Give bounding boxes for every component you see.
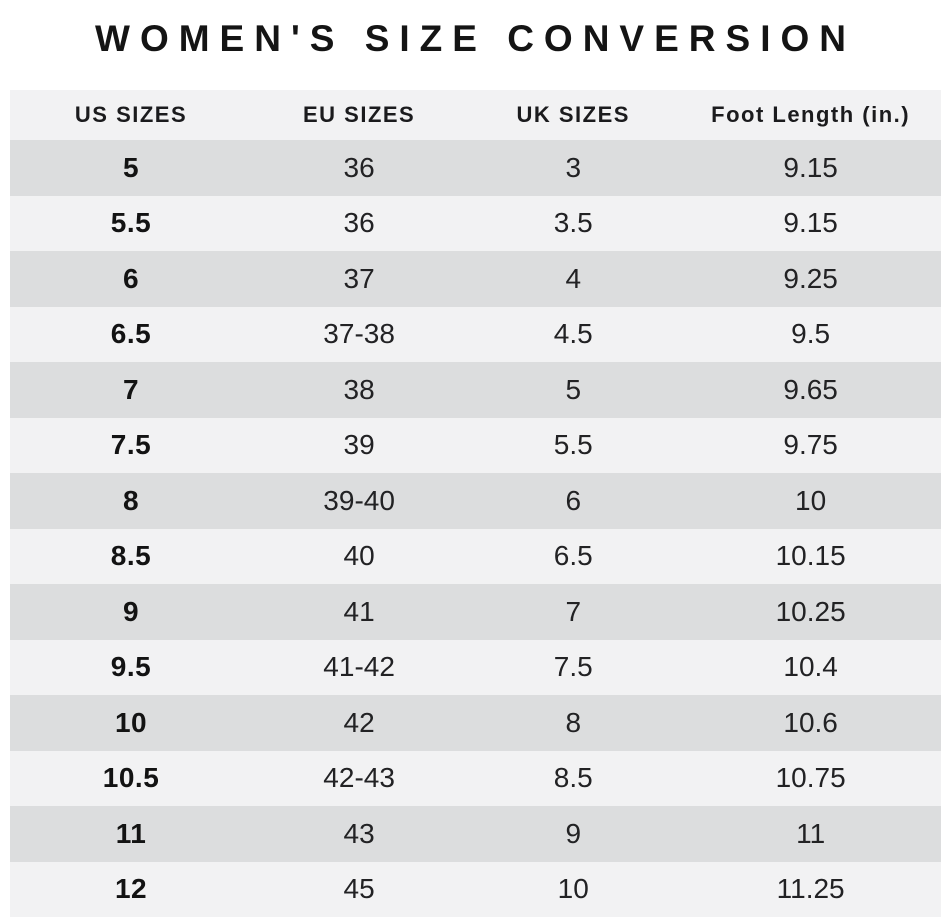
cell-eu-size: 42-43 [323,762,395,794]
cell-uk-size: 10 [557,873,589,905]
cell-us-size: 6.5 [110,318,152,350]
cell-us-size: 9 [122,595,140,627]
cell-foot-length: 10.75 [775,762,846,794]
cell-us-size: 8.5 [110,540,152,572]
cell-uk-size: 3 [565,151,582,183]
cell-eu-size: 39 [343,429,375,461]
cell-foot-length: 10.15 [775,540,846,572]
cell-eu-size: 37 [343,262,375,294]
column-header-eu-sizes: EU SIZES [302,102,416,127]
cell-us-size: 7.5 [110,429,152,461]
cell-uk-size: 3.5 [553,207,593,239]
cell-uk-size: 4.5 [553,318,593,350]
cell-eu-size: 36 [343,151,375,183]
cell-eu-size: 36 [343,207,375,239]
cell-foot-length: 10.25 [775,595,846,627]
table-header-row: US SIZES EU SIZES UK SIZES Foot Length (… [10,90,941,140]
cell-foot-length: 9.5 [791,318,831,350]
cell-foot-length: 9.25 [783,262,838,294]
cell-eu-size: 45 [343,873,375,905]
cell-uk-size: 7.5 [553,651,593,683]
table-row: 5.5 36 3.5 9.15 [10,195,941,251]
table-body: 5 36 3 9.15 5.5 36 3.5 9.15 6 37 4 9.25 6.5 37-38 4.5 9… [10,140,941,917]
table-row: 10 42 8 10.6 [10,695,941,751]
cell-us-size: 5.5 [110,207,152,239]
table-row: 10.5 42-43 8.5 10.75 [10,750,941,806]
cell-uk-size: 5.5 [553,429,593,461]
table-row: 8.5 40 6.5 10.15 [10,528,941,584]
cell-uk-size: 8.5 [553,762,593,794]
cell-eu-size: 43 [343,817,375,849]
cell-foot-length: 10.6 [783,706,838,738]
column-header-us-sizes: US SIZES [74,102,188,127]
cell-foot-length: 11.25 [776,873,845,905]
cell-us-size: 5 [122,151,140,183]
cell-uk-size: 4 [565,262,582,294]
table-row: 5 36 3 9.15 [10,140,941,196]
cell-eu-size: 37-38 [323,318,395,350]
cell-eu-size: 42 [343,706,375,738]
cell-foot-length: 11 [796,817,826,849]
size-conversion-table: US SIZES EU SIZES UK SIZES Foot Length (… [10,90,941,917]
cell-us-size: 7 [122,373,140,405]
cell-uk-size: 6.5 [553,540,593,572]
cell-uk-size: 6 [565,484,582,516]
table-row: 7 38 5 9.65 [10,362,941,418]
cell-eu-size: 41 [343,595,375,627]
table-row: 9 41 7 10.25 [10,584,941,640]
cell-us-size: 12 [114,873,148,905]
cell-foot-length: 9.15 [783,207,838,239]
cell-us-size: 10 [114,706,148,738]
cell-uk-size: 8 [565,706,582,738]
cell-us-size: 8 [122,484,140,516]
cell-eu-size: 39-40 [323,484,395,516]
cell-us-size: 11 [115,817,147,849]
cell-us-size: 9.5 [110,651,152,683]
table-row: 6.5 37-38 4.5 9.5 [10,306,941,362]
page-title: WOMEN'S SIZE CONVERSION [95,18,856,59]
column-header-uk-sizes: UK SIZES [516,102,630,127]
cell-eu-size: 40 [343,540,375,572]
cell-eu-size: 38 [343,373,375,405]
column-header-foot-length: Foot Length (in.) [711,102,911,127]
table-row: 12 45 10 11.25 [10,861,941,917]
cell-foot-length: 9.15 [783,151,838,183]
table-row: 9.5 41-42 7.5 10.4 [10,639,941,695]
table-row: 7.5 39 5.5 9.75 [10,417,941,473]
cell-foot-length: 10.4 [783,651,838,683]
cell-eu-size: 41-42 [323,651,395,683]
table-row: 6 37 4 9.25 [10,251,941,307]
cell-foot-length: 9.75 [783,429,838,461]
cell-foot-length: 10 [795,484,827,516]
cell-uk-size: 9 [565,817,582,849]
cell-us-size: 6 [122,262,140,294]
table-row: 8 39-40 6 10 [10,473,941,529]
cell-us-size: 10.5 [102,762,160,794]
cell-uk-size: 7 [565,595,582,627]
cell-foot-length: 9.65 [783,373,838,405]
cell-uk-size: 5 [565,373,582,405]
table-row: 11 43 9 11 [10,806,941,862]
